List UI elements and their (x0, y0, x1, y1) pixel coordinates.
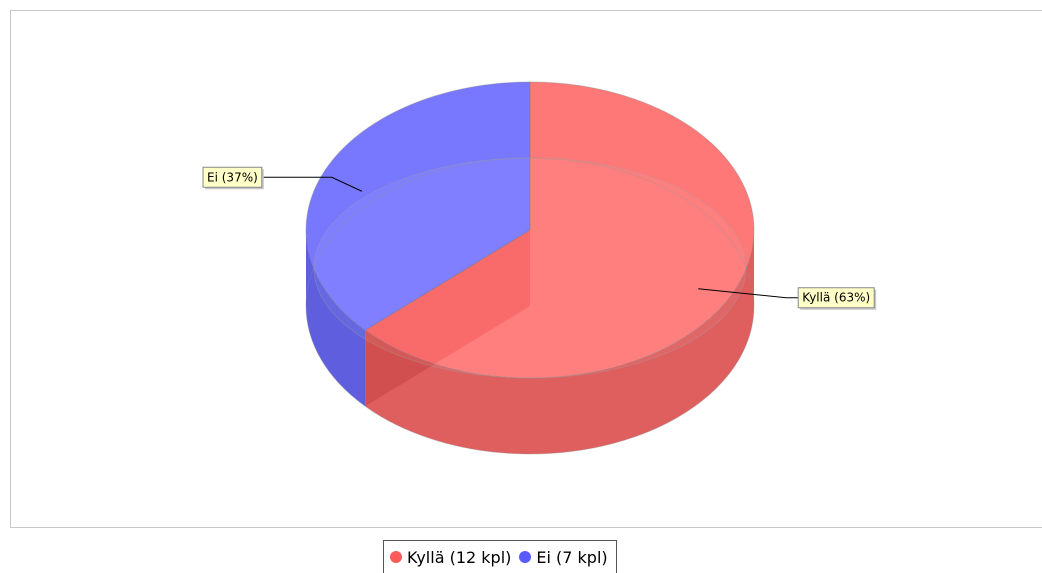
slice-side-1 (306, 230, 366, 407)
legend-item-ei: Ei (7 kpl) (519, 547, 608, 567)
slice-label-0: Kyllä (63%) (698, 287, 877, 310)
slice-label-1: Ei (37%) (202, 166, 363, 192)
legend-label-ei: Ei (7 kpl) (536, 547, 608, 567)
slice-label-box-0 (797, 287, 875, 309)
pie-inner-sheen (313, 157, 747, 379)
slice-label-box-1 (202, 166, 263, 188)
slice-top-1 (305, 81, 531, 331)
legend: Kyllä (12 kpl) Ei (7 kpl) (383, 540, 617, 573)
legend-item-kylla: Kyllä (12 kpl) (390, 548, 511, 567)
slice-side-0 (365, 230, 754, 455)
slice-top-0 (364, 81, 755, 379)
legend-swatch-kylla (390, 551, 402, 563)
legend-label-kylla: Kyllä (12 kpl) (407, 547, 512, 567)
legend-swatch-ei (519, 551, 532, 563)
slice-leader-line-0 (698, 288, 799, 299)
pie-bottom-rim (305, 157, 755, 455)
slice-leader-line-1 (261, 176, 363, 192)
slice-label-text-0: Kyllä (63%) (802, 291, 870, 305)
slice-label-text-1: Ei (37%) (207, 170, 258, 184)
